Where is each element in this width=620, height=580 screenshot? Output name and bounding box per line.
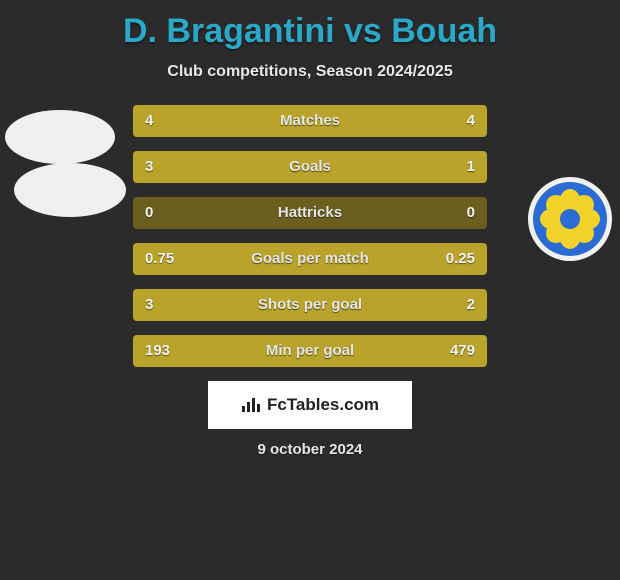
team-left-badge-1 bbox=[5, 110, 115, 164]
date-text: 9 october 2024 bbox=[0, 441, 620, 458]
stat-label: Goals per match bbox=[133, 243, 487, 275]
brand-box: FcTables.com bbox=[208, 381, 412, 429]
stat-row: 3 Shots per goal 2 bbox=[133, 289, 487, 321]
bars-icon bbox=[241, 397, 261, 413]
team-right-badge-inner bbox=[533, 182, 607, 256]
flower-icon bbox=[542, 191, 598, 247]
stat-right-value: 1 bbox=[467, 151, 475, 183]
stat-label: Matches bbox=[133, 105, 487, 137]
stat-row: 193 Min per goal 479 bbox=[133, 335, 487, 367]
stat-row: 3 Goals 1 bbox=[133, 151, 487, 183]
stat-right-value: 0 bbox=[467, 197, 475, 229]
stat-right-value: 0.25 bbox=[446, 243, 475, 275]
stat-right-value: 4 bbox=[467, 105, 475, 137]
stat-label: Shots per goal bbox=[133, 289, 487, 321]
brand-text: FcTables.com bbox=[267, 395, 379, 415]
stat-right-value: 2 bbox=[467, 289, 475, 321]
team-right-badge bbox=[528, 177, 612, 261]
stat-label: Min per goal bbox=[133, 335, 487, 367]
page-subtitle: Club competitions, Season 2024/2025 bbox=[0, 63, 620, 81]
stat-row: 0 Hattricks 0 bbox=[133, 197, 487, 229]
stats-rows: 4 Matches 4 3 Goals 1 0 Hattricks 0 0.75… bbox=[133, 105, 487, 367]
stat-label: Hattricks bbox=[133, 197, 487, 229]
stat-row: 0.75 Goals per match 0.25 bbox=[133, 243, 487, 275]
stat-right-value: 479 bbox=[450, 335, 475, 367]
page-title: D. Bragantini vs Bouah bbox=[0, 0, 620, 51]
team-left-badge-2 bbox=[14, 163, 126, 217]
stat-row: 4 Matches 4 bbox=[133, 105, 487, 137]
stat-label: Goals bbox=[133, 151, 487, 183]
